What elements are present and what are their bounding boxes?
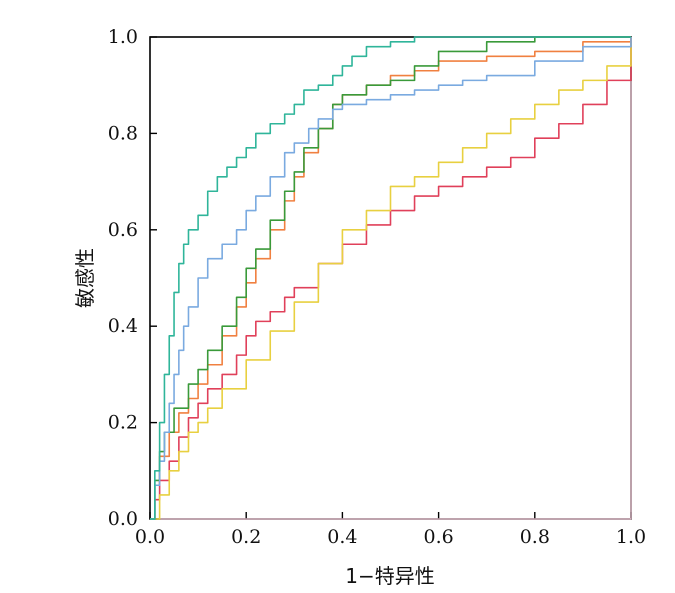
y-tick-label: 0.2 [108, 412, 138, 434]
plot-frame [149, 36, 632, 520]
series-layer [150, 36, 632, 520]
roc-series-line-1 [150, 36, 631, 520]
x-tick-label: 0.0 [135, 526, 165, 548]
axis-ticks: 0.0 0.2 0.4 0.6 0.8 1.0 0.0 0.2 0.4 0.6 0.8 1.0 [108, 26, 646, 548]
roc-series-line-4 [150, 37, 632, 520]
roc-series-line-7 [150, 37, 632, 520]
y-tick-label: 0.4 [108, 315, 138, 337]
roc-series-line-5 [150, 37, 632, 520]
x-tick-label: 0.6 [423, 526, 453, 548]
y-axis-title: 敏感性 [73, 248, 97, 308]
roc-series-line-2 [150, 37, 632, 520]
y-tick-label: 0.8 [108, 122, 138, 144]
roc-series-line-3 [150, 36, 631, 520]
x-tick-label: 0.8 [520, 526, 550, 548]
x-axis-title: 1−特异性 [345, 564, 434, 588]
roc-series-line-6 [150, 37, 632, 520]
x-tick-label: 0.2 [231, 526, 261, 548]
x-tick-label: 1.0 [616, 526, 646, 548]
x-tick-label: 0.4 [327, 526, 357, 548]
y-tick-label: 1.0 [108, 26, 138, 48]
y-tick-label: 0.6 [108, 219, 138, 241]
y-tick-label: 0.0 [108, 508, 138, 530]
